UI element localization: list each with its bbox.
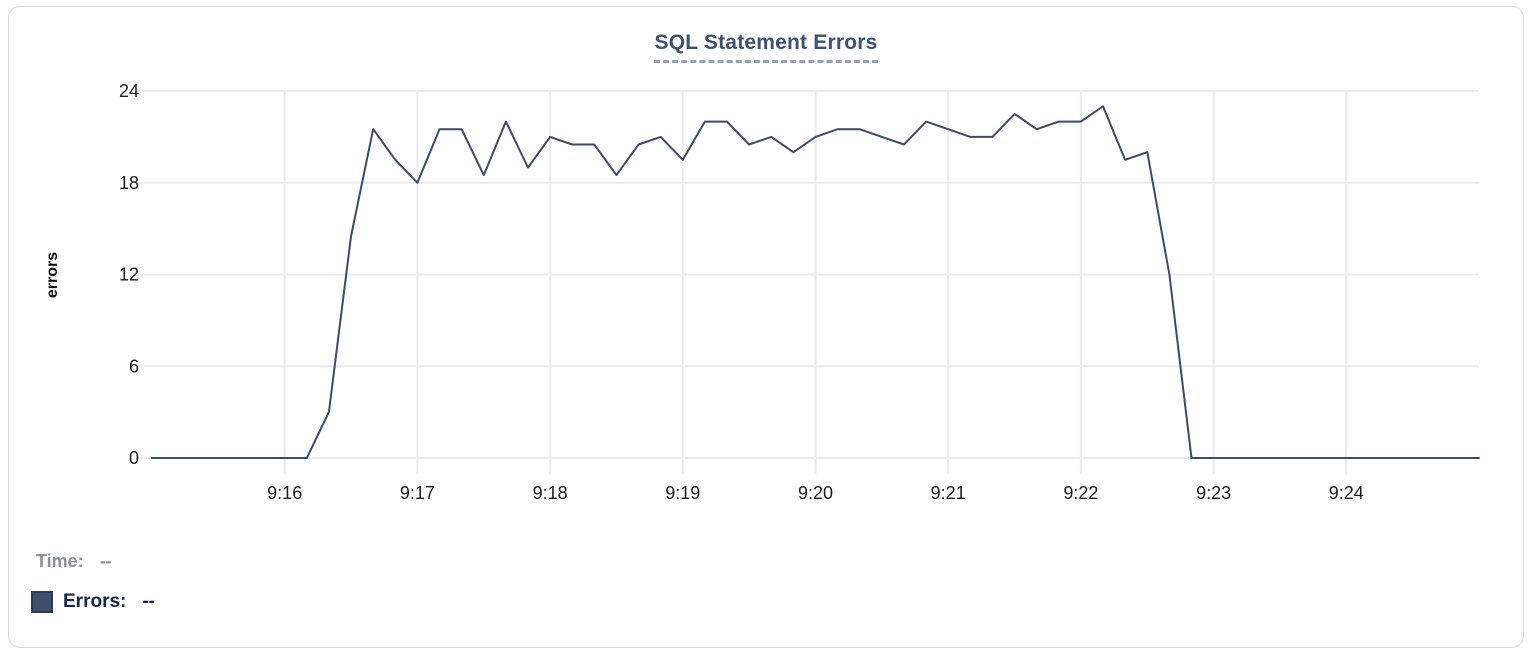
x-tick-label: 9:16: [267, 483, 302, 503]
x-tick-label: 9:17: [400, 483, 435, 503]
y-tick-label: 24: [119, 81, 139, 101]
tooltip-errors-value: --: [142, 591, 156, 612]
y-axis-title: errors: [44, 252, 61, 298]
x-tick-label: 9:21: [931, 483, 966, 503]
x-tick-label: 9:23: [1196, 483, 1231, 503]
legend-item-errors[interactable]: Errors: --: [31, 591, 155, 613]
tooltip-time-value: --: [99, 551, 112, 571]
x-tick-label: 9:20: [798, 483, 833, 503]
tooltip-time-row: Time: --: [36, 551, 112, 572]
tooltip-errors-label: Errors:: [63, 591, 127, 612]
axis-tick-labels: 0 6 12 18 24 9:16 9:17 9:18 9:19 9:20 9:21 9:22 9:23…: [119, 81, 1364, 503]
x-tick-label: 9:19: [665, 483, 700, 503]
y-tick-label: 12: [119, 265, 139, 285]
chart-header: SQL Statement Errors: [9, 31, 1523, 63]
errors-chart-plot-area[interactable]: 0 6 12 18 24 9:16 9:17 9:18 9:19 9:20 9:21 9:22 9:23…: [9, 7, 1528, 659]
x-tick-label: 9:18: [533, 483, 568, 503]
gridlines: [136, 90, 1479, 474]
chart-title-link[interactable]: SQL Statement Errors: [654, 31, 878, 63]
errors-series-line: [151, 105, 1480, 459]
y-tick-label: 6: [129, 356, 139, 376]
chart-card: SQL Statement Errors 0 6 12 18 24 9:16 9:17 9:1…: [8, 6, 1524, 648]
x-tick-label: 9:24: [1329, 483, 1364, 503]
errors-polyline: [151, 105, 1480, 459]
x-tick-label: 9:22: [1063, 483, 1098, 503]
y-tick-label: 0: [129, 448, 139, 468]
y-tick-label: 18: [119, 173, 139, 193]
errors-series-swatch: [31, 591, 53, 613]
tooltip-time-label: Time:: [36, 551, 84, 571]
